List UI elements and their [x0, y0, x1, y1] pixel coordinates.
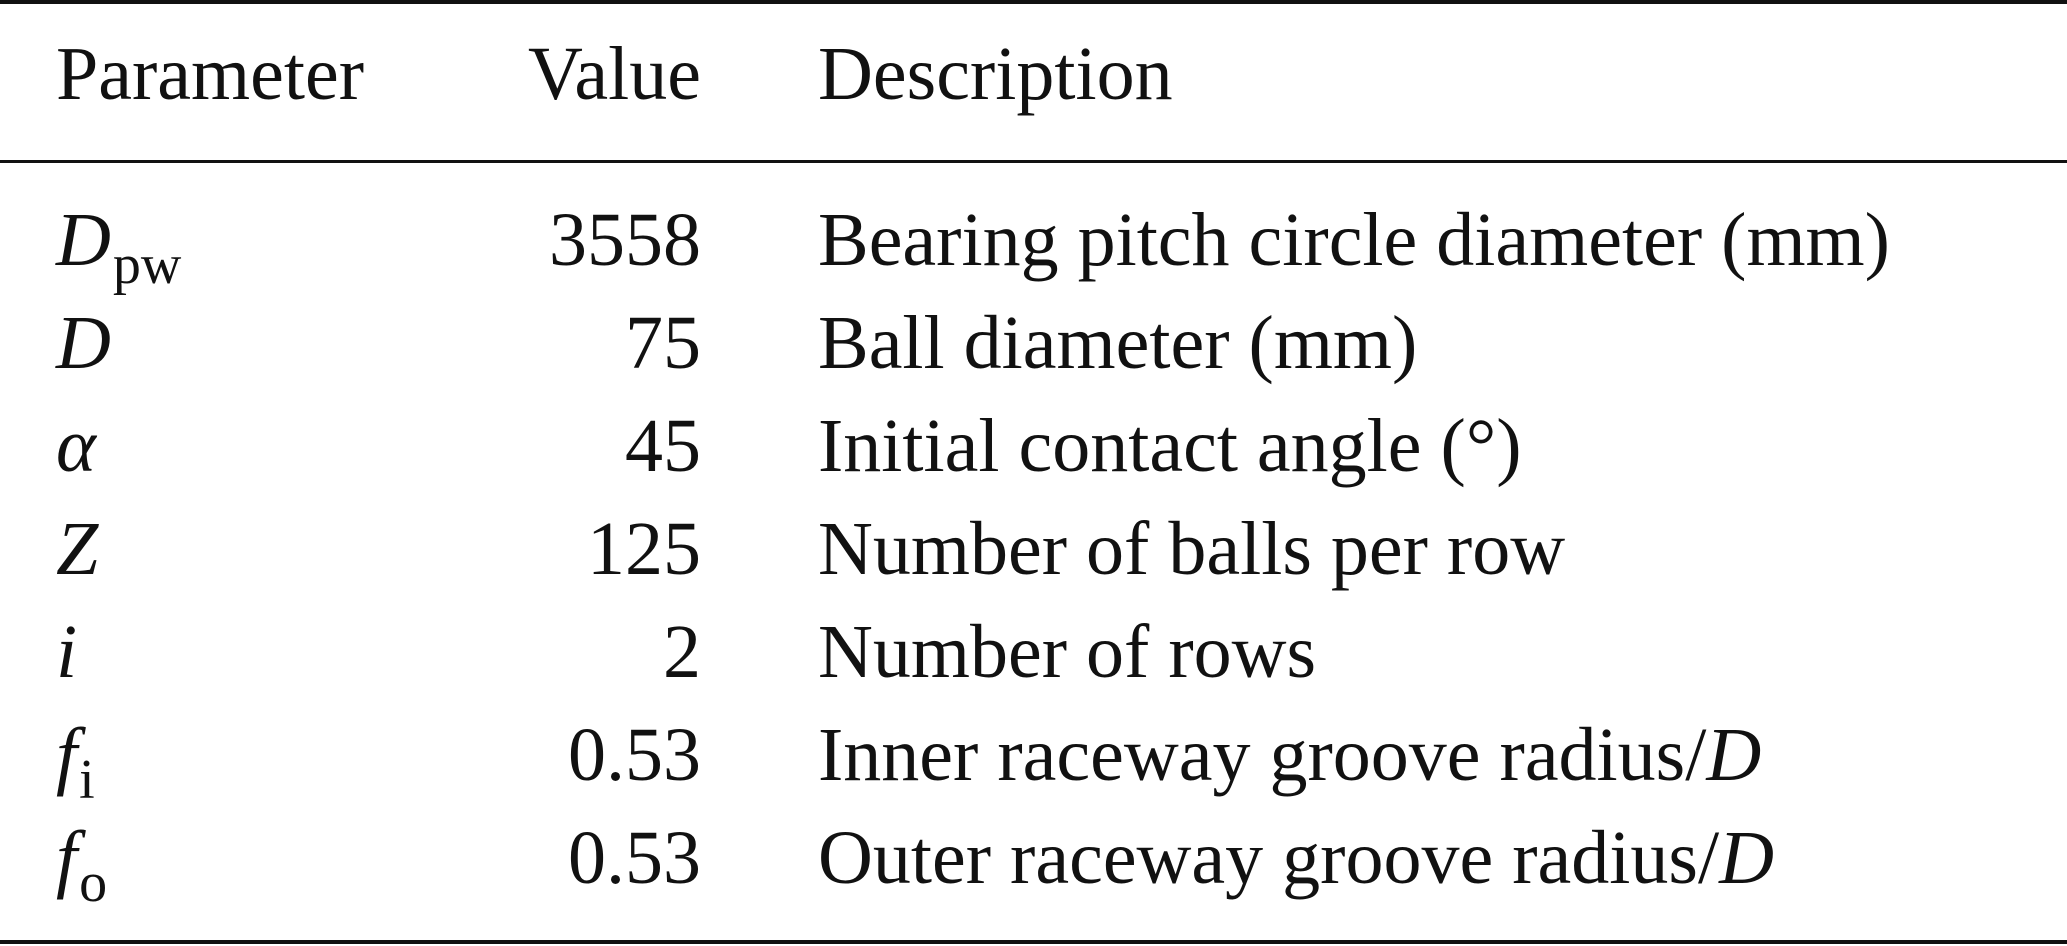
- row-1-symbol-main: D: [56, 198, 111, 282]
- row-2-value: 75: [625, 301, 701, 385]
- row-6-symbol-subscript: i: [79, 749, 95, 811]
- row-3-description-text: Initial contact angle (°): [818, 404, 1522, 488]
- row-2-description-text: Ball diameter (mm): [818, 301, 1418, 385]
- row-3-description: Initial contact angle (°): [818, 408, 1522, 484]
- row-1-description-text: Bearing pitch circle diameter (mm): [818, 198, 1890, 282]
- row-5-description-text: Number of rows: [818, 610, 1317, 694]
- row-4-symbol: Z: [56, 511, 100, 587]
- row-1-value: 3558: [549, 198, 701, 282]
- row-7-symbol-subscript: o: [79, 852, 108, 914]
- header-description: Description: [818, 32, 1173, 116]
- row-7-description: Outer raceway groove radius/D: [818, 820, 1774, 896]
- row-6-description-suffix: D: [1706, 713, 1762, 797]
- header-parameter: Parameter: [56, 32, 365, 116]
- row-3-symbol: α: [56, 408, 98, 484]
- row-5-symbol: i: [56, 614, 79, 690]
- row-6-symbol-main: f: [56, 713, 78, 797]
- row-6-value: 0.53: [568, 713, 701, 797]
- row-2-symbol: D: [56, 305, 113, 381]
- header-value: Value: [527, 32, 701, 116]
- row-5-description: Number of rows: [818, 614, 1316, 690]
- row-4-description: Number of balls per row: [818, 511, 1565, 587]
- row-4-symbol-main: Z: [56, 507, 99, 591]
- bottom-rule: [0, 940, 2067, 944]
- row-1-symbol: Dpw: [56, 202, 181, 293]
- top-rule: [0, 0, 2067, 4]
- row-6-description: Inner raceway groove radius/D: [818, 717, 1761, 793]
- row-2-symbol-main: D: [56, 301, 111, 385]
- row-3-symbol-main: α: [56, 404, 96, 488]
- row-7-description-suffix: D: [1719, 816, 1774, 900]
- row-5-symbol-main: i: [56, 610, 78, 694]
- row-2-description: Ball diameter (mm): [818, 305, 1417, 381]
- row-6-description-text: Inner raceway groove radius/: [818, 713, 1707, 797]
- header-rule: [0, 160, 2067, 163]
- row-4-description-text: Number of balls per row: [818, 507, 1566, 591]
- row-7-value: 0.53: [568, 816, 701, 900]
- row-3-value: 45: [625, 404, 701, 488]
- row-5-value: 2: [663, 610, 701, 694]
- row-7-symbol: fo: [56, 820, 107, 911]
- row-7-description-text: Outer raceway groove radius/: [818, 816, 1720, 900]
- row-6-symbol: fi: [56, 717, 95, 808]
- row-7-symbol-main: f: [56, 816, 78, 900]
- row-4-value: 125: [587, 507, 701, 591]
- row-1-symbol-subscript: pw: [112, 234, 182, 296]
- row-1-description: Bearing pitch circle diameter (mm): [818, 202, 1890, 278]
